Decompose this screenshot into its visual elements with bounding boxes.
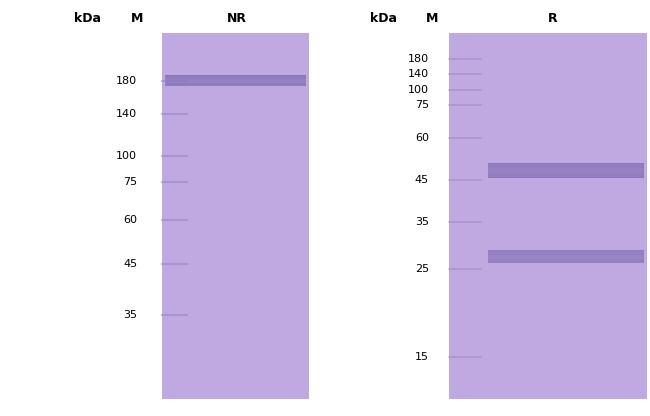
Text: 75: 75 [415, 100, 429, 110]
Text: 35: 35 [415, 217, 429, 227]
Text: 140: 140 [116, 109, 137, 119]
Bar [165, 82, 306, 86]
Bar [488, 259, 644, 262]
Text: 45: 45 [123, 259, 137, 269]
Bar [165, 79, 306, 82]
Bar [488, 250, 644, 263]
Bar [165, 76, 306, 79]
Bar [488, 250, 644, 255]
Text: NR: NR [227, 12, 247, 25]
Text: 60: 60 [415, 133, 429, 143]
Text: kDa: kDa [370, 12, 397, 25]
Text: M: M [426, 12, 439, 25]
Bar [165, 75, 306, 87]
Text: 45: 45 [415, 175, 429, 185]
Bar [162, 33, 309, 399]
Text: kDa: kDa [74, 12, 101, 25]
Bar [488, 163, 644, 168]
Text: 100: 100 [408, 85, 429, 95]
Text: 35: 35 [124, 310, 137, 320]
Text: 60: 60 [124, 215, 137, 225]
Bar [488, 173, 644, 178]
Text: 15: 15 [415, 352, 429, 362]
Text: 100: 100 [116, 151, 137, 161]
Bar [448, 33, 647, 399]
Text: 180: 180 [116, 76, 137, 86]
Text: 75: 75 [123, 176, 137, 186]
Text: 180: 180 [408, 54, 429, 64]
Text: 25: 25 [415, 265, 429, 275]
Bar [488, 163, 644, 178]
Text: M: M [131, 12, 144, 25]
Text: R: R [548, 12, 557, 25]
Bar [488, 168, 644, 173]
Text: 140: 140 [408, 69, 429, 79]
Bar [488, 255, 644, 258]
